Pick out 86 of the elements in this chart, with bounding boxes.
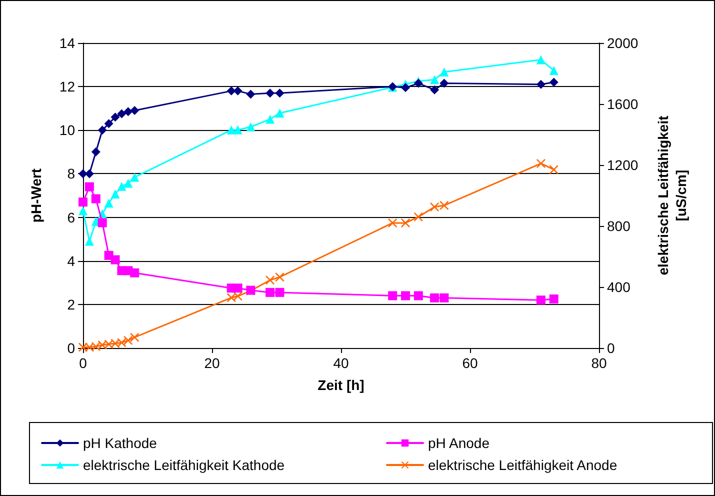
point bbox=[388, 291, 398, 300]
point bbox=[104, 119, 114, 128]
x-tick-label: 20 bbox=[204, 355, 220, 371]
point bbox=[266, 114, 275, 124]
point bbox=[226, 86, 236, 96]
legend-label: elektrische Leitfähigkeit Kathode bbox=[83, 457, 285, 473]
point bbox=[430, 75, 440, 84]
point bbox=[226, 293, 236, 302]
x-axis-title: Zeit [h] bbox=[318, 377, 364, 393]
x-tick-label: 40 bbox=[333, 355, 349, 371]
point bbox=[266, 276, 275, 285]
point bbox=[233, 284, 242, 293]
point bbox=[266, 88, 275, 98]
point bbox=[130, 332, 140, 342]
point bbox=[130, 106, 140, 116]
point bbox=[246, 122, 256, 132]
point bbox=[401, 83, 410, 92]
point bbox=[401, 291, 410, 300]
point bbox=[117, 338, 126, 348]
y2-tick-label: 1600 bbox=[607, 96, 638, 112]
point bbox=[414, 212, 423, 222]
legend-label: elektrische Leitfähigkeit Anode bbox=[428, 457, 618, 473]
point bbox=[84, 182, 94, 192]
point bbox=[78, 198, 88, 207]
point bbox=[440, 200, 449, 210]
y-tick-label: 4 bbox=[67, 252, 76, 269]
point bbox=[104, 198, 114, 208]
point bbox=[110, 255, 120, 264]
y2-tick-label: 0 bbox=[607, 340, 615, 356]
x-tick-label: 80 bbox=[591, 355, 607, 371]
point bbox=[549, 78, 558, 87]
point bbox=[414, 291, 423, 300]
y-tick-label: 2 bbox=[67, 296, 76, 312]
point bbox=[233, 125, 242, 134]
legend-label: pH Anode bbox=[428, 435, 490, 451]
point bbox=[549, 66, 558, 75]
y-tick-label: 10 bbox=[59, 122, 76, 138]
point bbox=[91, 194, 100, 204]
point bbox=[440, 78, 449, 88]
y-tick-label: 6 bbox=[67, 209, 76, 226]
y-tick-label: 12 bbox=[59, 78, 76, 95]
point bbox=[275, 288, 284, 297]
point bbox=[430, 85, 440, 94]
point bbox=[266, 288, 275, 297]
point bbox=[130, 268, 140, 278]
point bbox=[440, 67, 449, 76]
point bbox=[124, 107, 133, 116]
point bbox=[124, 336, 133, 345]
point bbox=[536, 80, 546, 89]
x-tick-label: 60 bbox=[462, 355, 478, 371]
point bbox=[110, 189, 120, 198]
point bbox=[233, 292, 242, 301]
point bbox=[246, 90, 256, 99]
point bbox=[226, 125, 236, 134]
point bbox=[549, 165, 558, 174]
y-axis-title: pH-Wert bbox=[28, 168, 44, 223]
point bbox=[117, 182, 126, 191]
point bbox=[124, 178, 133, 188]
point bbox=[78, 206, 88, 216]
point bbox=[275, 108, 284, 118]
point bbox=[388, 218, 398, 228]
point bbox=[84, 236, 94, 246]
legend-label: pH Kathode bbox=[83, 435, 158, 451]
x-tick-label: 0 bbox=[79, 355, 88, 371]
point bbox=[98, 126, 107, 135]
point bbox=[275, 272, 284, 282]
y2-axis-title: elektrische Leitfähigkeit [uS/cm] bbox=[655, 115, 689, 276]
point bbox=[98, 218, 107, 228]
y2-tick-label: 1200 bbox=[607, 157, 638, 173]
y-tick-label: 8 bbox=[67, 166, 76, 182]
point bbox=[130, 172, 140, 182]
point bbox=[91, 342, 100, 351]
point bbox=[440, 293, 449, 302]
y-tick-label: 0 bbox=[67, 340, 76, 356]
point bbox=[430, 293, 440, 302]
point bbox=[275, 88, 284, 98]
y2-tick-label: 2000 bbox=[607, 35, 638, 51]
point bbox=[91, 147, 100, 156]
y-tick-label: 14 bbox=[59, 35, 76, 51]
y2-tick-label: 800 bbox=[607, 218, 631, 234]
point bbox=[536, 296, 546, 305]
y2-tick-label: 400 bbox=[607, 279, 631, 295]
point bbox=[536, 55, 546, 64]
point bbox=[117, 109, 126, 118]
point bbox=[110, 112, 120, 122]
point bbox=[549, 294, 558, 304]
